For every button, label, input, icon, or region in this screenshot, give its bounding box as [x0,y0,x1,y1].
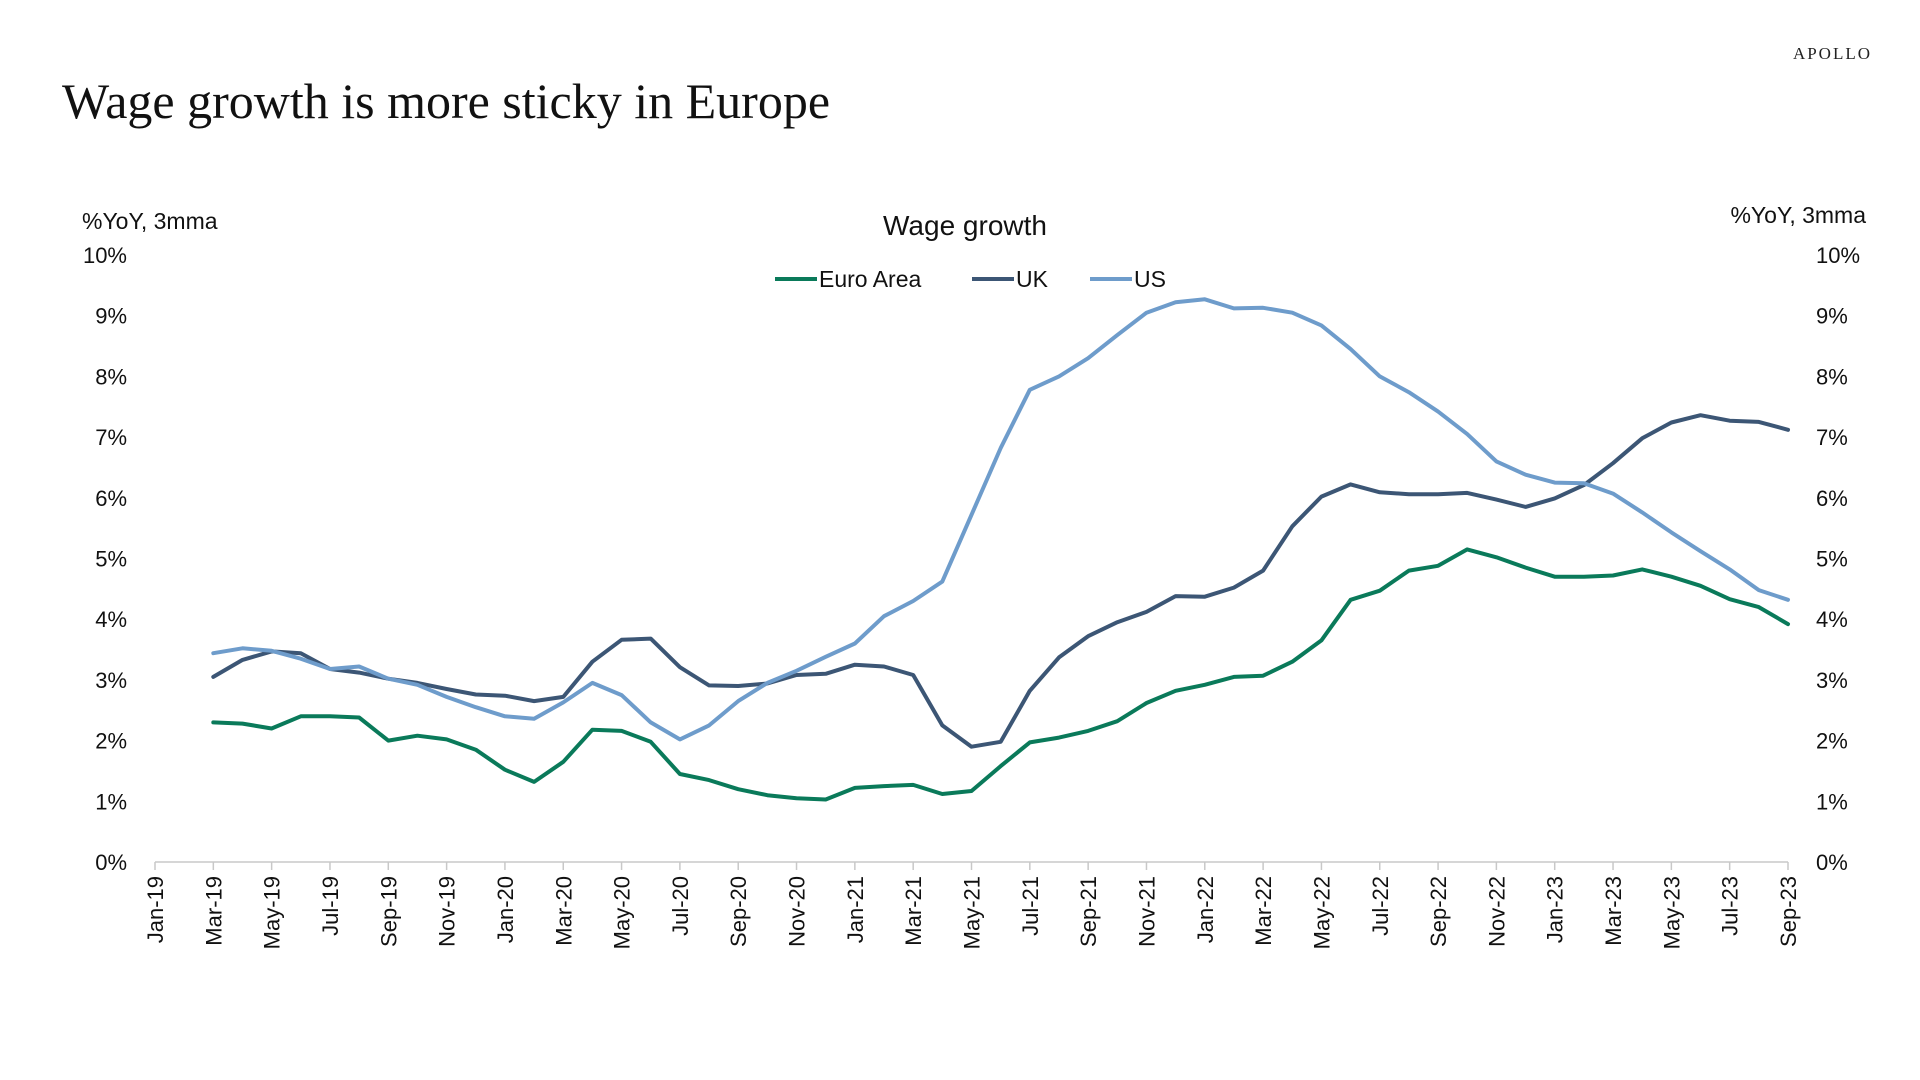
x-tick-label: Jan-23 [1543,876,1568,943]
y-tick-label-right: 4% [1816,607,1848,632]
x-axis: Jan-19 Mar-19 May-19 Jul-19 Sep-19 Nov-19 Jan-… [143,861,1801,949]
y-tick-label-left: 5% [95,547,127,572]
x-tick-label: Jul-19 [318,876,343,936]
y-tick-label-left: 2% [95,729,127,754]
x-tick-label: May-22 [1309,876,1334,949]
y-tick-label-right: 8% [1816,364,1848,389]
legend: Euro Area UK US [775,266,1166,292]
y-tick-label-right: 0% [1816,850,1848,875]
x-tick-label: Sep-23 [1776,876,1801,947]
x-tick-label: Jul-22 [1368,876,1393,936]
x-tick-label: Nov-20 [785,876,810,947]
x-tick-label: Mar-23 [1601,876,1626,946]
x-tick-label: Sep-21 [1076,876,1101,947]
series-line-us [211,297,1790,742]
x-tick-label: Jan-21 [843,876,868,943]
page-title: Wage growth is more sticky in Europe [62,73,831,129]
y-tick-label-left: 3% [95,668,127,693]
x-tick-label: Mar-22 [1251,876,1276,946]
x-tick-label: May-21 [960,876,985,949]
y-tick-label-left: 8% [95,364,127,389]
legend-label: UK [1016,266,1049,292]
chart-title: Wage growth [883,210,1047,241]
y-axis-right: 0% 1% 2% 3% 4% 5% 6% 7% 8% 9% 10% [1816,243,1860,875]
y-tick-label-left: 10% [83,243,127,268]
y-tick-label-left: 6% [95,486,127,511]
legend-label: US [1134,266,1166,292]
x-tick-label: Jul-23 [1718,876,1743,936]
y-axis-left-label: %YoY, 3mma [82,208,218,234]
x-tick-label: May-19 [260,876,285,949]
y-tick-label-left: 0% [95,850,127,875]
y-tick-label-left: 9% [95,304,127,329]
x-tick-label: Jul-20 [668,876,693,936]
y-tick-label-right: 7% [1816,425,1848,450]
x-tick-label: Jul-21 [1018,876,1043,936]
y-axis-left: 0% 1% 2% 3% 4% 5% 6% 7% 8% 9% 10% [83,243,127,875]
y-tick-label-left: 1% [95,789,127,814]
brand-logo: APOLLO [1792,44,1872,63]
series-line-uk [211,413,1790,749]
x-tick-label: Nov-22 [1484,876,1509,947]
x-tick-label: Jan-20 [493,876,518,943]
x-tick-label: Jan-19 [143,876,168,943]
x-tick-label: Sep-19 [376,876,401,947]
x-tick-label: Jan-22 [1193,876,1218,943]
y-tick-label-right: 1% [1816,789,1848,814]
y-tick-label-left: 4% [95,607,127,632]
y-axis-right-label: %YoY, 3mma [1730,202,1866,228]
x-tick-label: Mar-20 [551,876,576,946]
x-tick-label: May-23 [1659,876,1684,949]
y-tick-label-right: 6% [1816,486,1848,511]
series-line-euro-area [211,547,1790,802]
x-tick-label: Sep-20 [726,876,751,947]
plot-series [211,297,1790,802]
legend-item-us: US [1090,266,1166,292]
x-tick-label: Nov-21 [1134,876,1159,947]
x-tick-label: May-20 [610,876,635,949]
y-tick-label-right: 10% [1816,243,1860,268]
y-tick-label-right: 9% [1816,304,1848,329]
y-tick-label-left: 7% [95,425,127,450]
y-tick-label-right: 5% [1816,547,1848,572]
x-tick-label: Mar-21 [901,876,926,946]
legend-label: Euro Area [819,266,921,292]
y-tick-label-right: 2% [1816,729,1848,754]
legend-item-euro-area: Euro Area [775,266,921,292]
x-tick-label: Mar-19 [201,876,226,946]
x-tick-label: Nov-19 [435,876,460,947]
x-tick-label: Sep-22 [1426,876,1451,947]
y-tick-label-right: 3% [1816,668,1848,693]
legend-item-uk: UK [972,266,1049,292]
